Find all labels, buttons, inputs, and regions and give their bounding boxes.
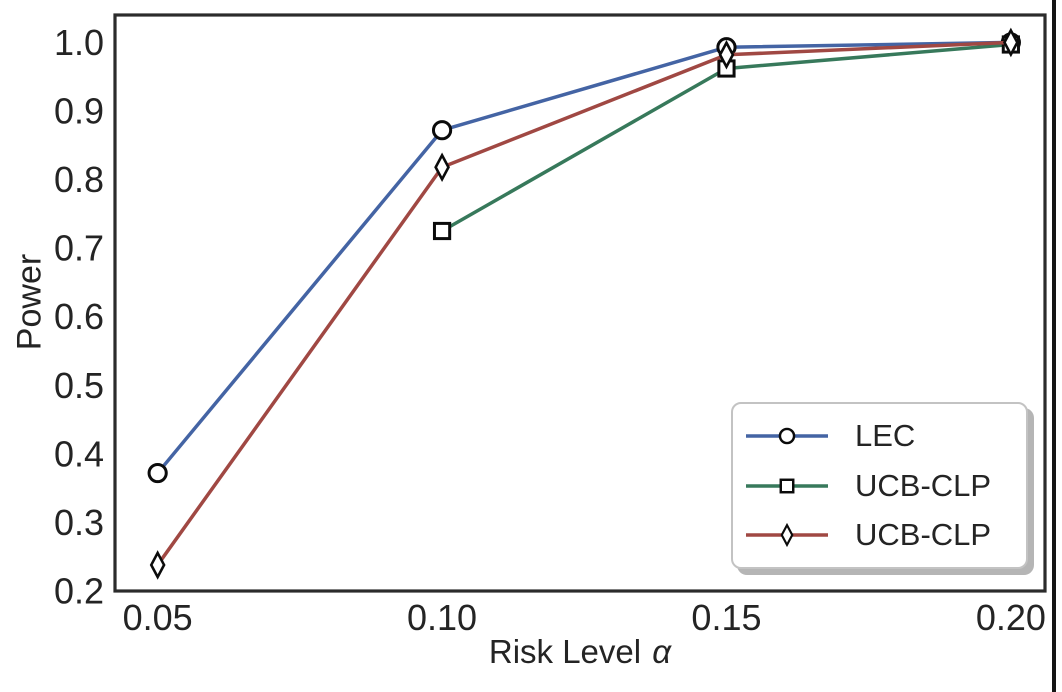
legend-sample-line bbox=[746, 478, 828, 493]
y-tick-label: 1.0 bbox=[54, 22, 104, 63]
thin-diamond-marker bbox=[149, 550, 166, 580]
legend-label: LEC bbox=[855, 418, 916, 454]
thin-diamond-marker bbox=[434, 152, 450, 182]
x-axis-label: Risk Level α bbox=[115, 633, 1045, 671]
thin-diamond-marker bbox=[780, 522, 794, 547]
square-marker bbox=[432, 221, 452, 241]
legend-entry-1: UCB-CLP bbox=[743, 467, 1026, 505]
x-tick-label: 0.15 bbox=[691, 597, 761, 638]
circle-marker bbox=[431, 120, 453, 141]
y-axis-label: Power bbox=[10, 253, 49, 351]
x-tick-label: 0.10 bbox=[407, 597, 477, 638]
x-axis-label-text: Risk Level bbox=[488, 633, 642, 670]
thin-diamond-marker bbox=[1002, 27, 1019, 58]
square-marker bbox=[779, 478, 795, 493]
x-tick-label: 0.05 bbox=[123, 597, 193, 638]
y-tick-label: 0.6 bbox=[54, 296, 104, 337]
legend-entry-0: LEC bbox=[743, 417, 1026, 455]
legend-label: UCB-CLP bbox=[855, 516, 992, 552]
circle-marker bbox=[147, 462, 168, 484]
legend-sample-line bbox=[746, 522, 828, 547]
thin-diamond-marker bbox=[718, 40, 735, 70]
legend: LEC UCB-CLP UCB-CLP bbox=[731, 402, 1028, 569]
legend-entry-2: UCB-CLP bbox=[743, 516, 1026, 554]
y-tick-label: 0.8 bbox=[54, 159, 104, 200]
page-edge-line bbox=[1052, 0, 1056, 692]
legend-sample-line bbox=[746, 427, 828, 445]
y-tick-label: 0.4 bbox=[54, 433, 104, 474]
legend-label: UCB-CLP bbox=[855, 467, 992, 503]
alpha-symbol: α bbox=[652, 633, 672, 670]
series-2-ucb-clp-line bbox=[155, 40, 1013, 567]
y-tick-label: 0.5 bbox=[54, 365, 104, 406]
y-tick-label: 0.3 bbox=[54, 502, 104, 543]
circle-marker bbox=[778, 427, 796, 445]
series-0-lec-line bbox=[155, 40, 1013, 475]
y-tick-label: 0.2 bbox=[54, 571, 104, 612]
y-tick-label: 0.7 bbox=[54, 228, 104, 269]
axes-frame bbox=[113, 13, 1047, 593]
y-tick-label: 0.9 bbox=[54, 91, 104, 132]
x-tick-label: 0.20 bbox=[976, 597, 1046, 638]
